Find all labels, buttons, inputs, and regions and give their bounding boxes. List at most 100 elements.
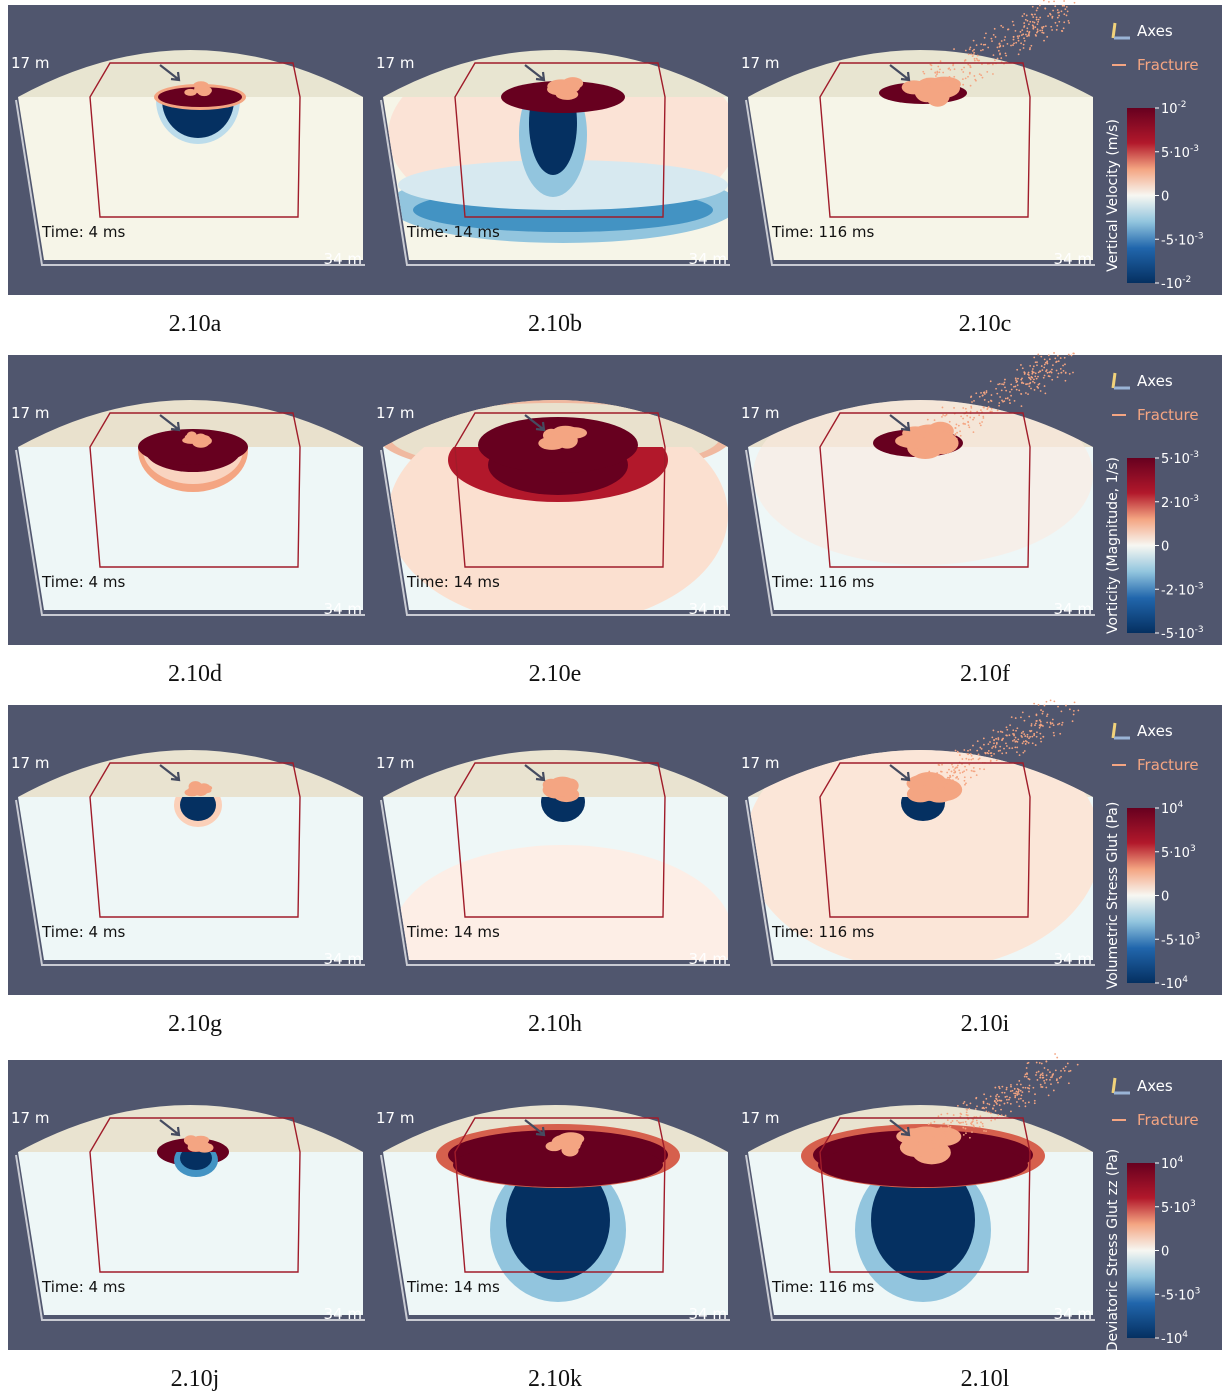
fracture: [896, 1053, 1079, 1165]
colorbar-tick-label: 5·103: [1161, 1199, 1196, 1216]
fracture-spray: [1044, 392, 1047, 395]
fracture-spray: [989, 760, 992, 763]
fracture-spray: [984, 751, 987, 754]
fracture-spray: [1038, 1062, 1041, 1064]
fracture-spray: [1030, 724, 1033, 727]
fracture-spray: [1009, 724, 1012, 727]
fracture-spray: [1033, 734, 1036, 737]
tick-exponent: -2: [1182, 275, 1191, 285]
fracture-spray: [924, 775, 927, 778]
fracture-spray: [996, 1093, 999, 1096]
fracture-spray: [1039, 723, 1042, 726]
depth-label: 17 m: [741, 1109, 779, 1127]
fracture-spray: [1019, 30, 1022, 33]
fracture-spray: [1002, 26, 1004, 29]
fracture-spray: [982, 1125, 984, 1128]
fracture-spray: [1017, 377, 1019, 380]
fracture-spray: [984, 43, 987, 46]
fracture-spray: [1026, 35, 1028, 38]
fracture-spray: [982, 737, 985, 740]
fracture-spray: [1006, 397, 1009, 400]
fracture-spray: [929, 81, 932, 83]
fracture-spray: [1057, 723, 1059, 726]
fracture-spray: [998, 42, 1001, 45]
fracture: [901, 0, 1076, 107]
fracture-spray: [1058, 20, 1061, 23]
fracture-spray: [1058, 11, 1060, 14]
top-face: [383, 50, 728, 97]
fracture-spray: [1010, 716, 1013, 719]
fracture-spray: [1051, 1075, 1053, 1078]
edge: [380, 449, 730, 616]
legend-axes: Axes: [1137, 372, 1173, 390]
fracture-spray: [970, 406, 973, 409]
fracture-spray: [1000, 40, 1003, 42]
fracture-spray: [1012, 38, 1015, 41]
fracture-spray: [1040, 740, 1043, 743]
arrow: [524, 414, 546, 432]
fracture-spray: [999, 52, 1001, 55]
fracture-spray: [997, 1095, 1000, 1098]
fracture-spray: [983, 393, 986, 395]
fracture-spray: [962, 83, 965, 86]
fracture-spray: [967, 749, 969, 752]
fracture-spray: [968, 1136, 971, 1139]
fracture-spray: [1048, 358, 1051, 361]
fracture-spray: [1037, 353, 1040, 356]
tick-base: 2·10: [1161, 496, 1190, 511]
fracture-spray: [1067, 19, 1070, 22]
fracture-spray: [1035, 1071, 1038, 1074]
fracture-spray: [995, 743, 998, 745]
fracture-spray: [1053, 700, 1056, 703]
fracture-spray: [979, 424, 982, 427]
field: [180, 1152, 212, 1170]
fracture-spray: [1064, 1065, 1067, 1068]
fracture-spray: [981, 48, 984, 51]
fracture-spray: [1030, 723, 1033, 725]
fracture-spray: [1017, 39, 1020, 42]
fracture-spray: [1023, 733, 1026, 736]
fracture-spray: [1047, 354, 1050, 357]
fracture-spray: [951, 1120, 954, 1122]
fracture-spray: [982, 1100, 985, 1103]
fracture-spray: [976, 1122, 979, 1124]
tick-base: -10: [1161, 977, 1182, 992]
fracture-spray: [1069, 1069, 1072, 1072]
fracture-spray: [1068, 22, 1070, 24]
fracture-spray: [999, 730, 1002, 733]
fracture-spray: [1014, 1094, 1017, 1097]
fracture-spray: [1071, 720, 1074, 723]
fracture-spray: [1051, 378, 1054, 381]
fracture-spray: [1061, 4, 1064, 7]
fracture-spray: [982, 43, 985, 46]
fracture-spray: [933, 424, 936, 427]
fracture-spray: [1018, 1080, 1021, 1082]
edge: [745, 799, 1095, 966]
fracture-spray: [940, 777, 943, 780]
fracture-spray: [972, 431, 975, 434]
fracture-spray: [1001, 731, 1004, 734]
fracture-spray: [1036, 385, 1039, 388]
fracture-spray: [1033, 356, 1036, 359]
fracture-spray: [995, 737, 997, 740]
fracture-spray: [990, 1119, 993, 1122]
fracture-spray: [1004, 397, 1007, 400]
fracture-spray: [997, 750, 1000, 752]
fracture-spray: [1073, 352, 1075, 355]
fracture-spray: [1014, 736, 1017, 739]
fracture-spray: [952, 774, 954, 777]
fracture-spray: [1022, 740, 1025, 743]
fracture-spray: [982, 1102, 985, 1104]
fracture-spray: [938, 92, 941, 95]
fracture-spray: [945, 1142, 948, 1145]
fracture-spray: [971, 401, 973, 403]
fracture-spray: [921, 777, 924, 780]
fracture-spray: [1019, 1089, 1022, 1092]
fracture-spray: [1023, 719, 1026, 722]
fracture-spray: [1020, 34, 1023, 37]
fracture-spray: [1035, 720, 1038, 722]
fracture-spray: [946, 776, 949, 779]
fracture-spray: [1052, 1089, 1055, 1092]
fracture-spray: [958, 769, 961, 772]
fracture-spray: [1024, 1102, 1027, 1104]
